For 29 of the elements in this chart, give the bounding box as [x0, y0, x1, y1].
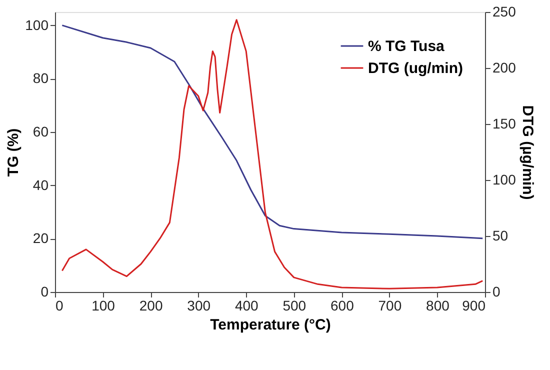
y2-tick-label: 50 [492, 228, 508, 244]
y2-axis-title: DTG (µg/min) [518, 105, 536, 200]
y2-tick-label: 100 [492, 172, 516, 188]
legend-label: DTG (ug/min) [368, 60, 463, 77]
x-tick-label: 700 [378, 298, 402, 314]
y-tick-label: 20 [32, 230, 49, 246]
y2-tick-label: 250 [492, 4, 516, 20]
x-tick-label: 500 [282, 298, 306, 314]
x-tick-label: 800 [426, 298, 450, 314]
y-tick-label: 0 [40, 284, 49, 300]
x-axis-title: Temperature (°C) [210, 316, 331, 334]
y2-tick-label: 150 [492, 116, 516, 132]
x-tick-label: 400 [234, 298, 259, 314]
y-tick-label: 60 [32, 124, 49, 140]
x-tick-label: 100 [92, 298, 116, 314]
line-series [61, 19, 484, 290]
y-tick-label: 40 [32, 176, 49, 193]
y-tick-label: 80 [32, 70, 49, 86]
x-tick-label: 600 [330, 298, 354, 314]
x-tick-label: 0 [56, 298, 64, 314]
legend-label: % TG Tusa [368, 38, 446, 55]
y2-tick-label: 0 [492, 284, 500, 300]
x-tick-label: 200 [139, 298, 163, 314]
x-tick-label: 900 [462, 298, 486, 314]
line-series [61, 24, 484, 240]
y-axis-title: TG (%) [5, 128, 22, 177]
y2-tick-label: 200 [492, 60, 516, 76]
x-tick-label: 300 [187, 298, 211, 314]
y-tick-label: 100 [25, 16, 49, 33]
